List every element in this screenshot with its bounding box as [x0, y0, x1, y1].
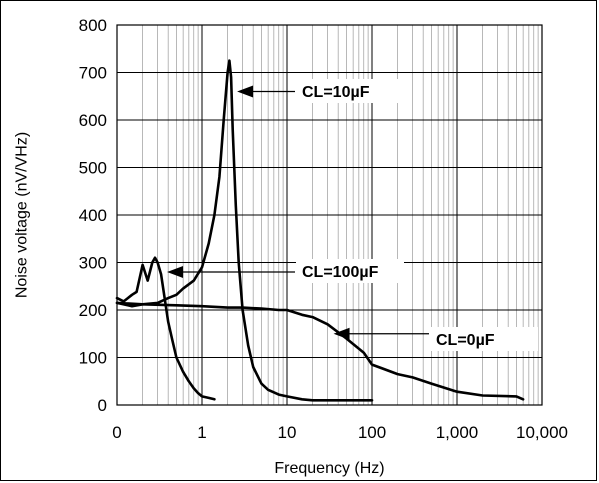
annotation-text: CL=100µF [302, 264, 379, 281]
y-tick-label: 200 [79, 301, 107, 320]
y-tick-label: 100 [79, 349, 107, 368]
x-tick-label: 1 [197, 423, 206, 442]
annotation-1: CL=10µF [237, 79, 404, 103]
y-tick-label: 800 [79, 16, 107, 35]
y-tick-label: 600 [79, 111, 107, 130]
annotation-text: CL=10µF [302, 84, 370, 101]
annotation-label-background [430, 327, 538, 351]
y-axis-tick-labels: 0 100 200 300 400 500 600 700 800 [79, 16, 107, 415]
x-tick-label: 0 [112, 423, 121, 442]
y-tick-label: 300 [79, 254, 107, 273]
annotation-label-background [296, 259, 404, 283]
x-tick-label: 10 [278, 423, 297, 442]
x-axis-title: Frequency (Hz) [274, 460, 384, 477]
y-tick-label: 500 [79, 159, 107, 178]
x-axis-tick-labels: 0 1 10 100 1,000 10,000 [112, 423, 568, 442]
series-line-3 [115, 301, 525, 401]
arrowhead [167, 266, 184, 278]
y-tick-label: 400 [79, 206, 107, 225]
annotations-layer: CL=10µF CL=100µF CL=0µF [167, 79, 538, 351]
x-tick-label: 100 [358, 423, 386, 442]
x-tick-label: 10,000 [516, 423, 568, 442]
arrowhead [237, 85, 254, 98]
y-tick-label: 700 [79, 64, 107, 83]
annotation-label-background [296, 79, 404, 103]
y-tick-label: 0 [98, 396, 107, 415]
major-gridlines [117, 25, 542, 405]
y-axis-title: Noise voltage (nV/VHz) [14, 132, 31, 298]
x-tick-label: 1,000 [436, 423, 479, 442]
series-line-1 [115, 59, 374, 402]
annotation-2: CL=100µF [167, 259, 404, 283]
series-line-2 [115, 256, 216, 401]
arrowhead [333, 327, 350, 340]
annotation-text: CL=0µF [436, 332, 495, 349]
plot-border [116, 24, 543, 406]
annotation-3: CL=0µF [333, 327, 538, 351]
series-layer [115, 59, 525, 402]
